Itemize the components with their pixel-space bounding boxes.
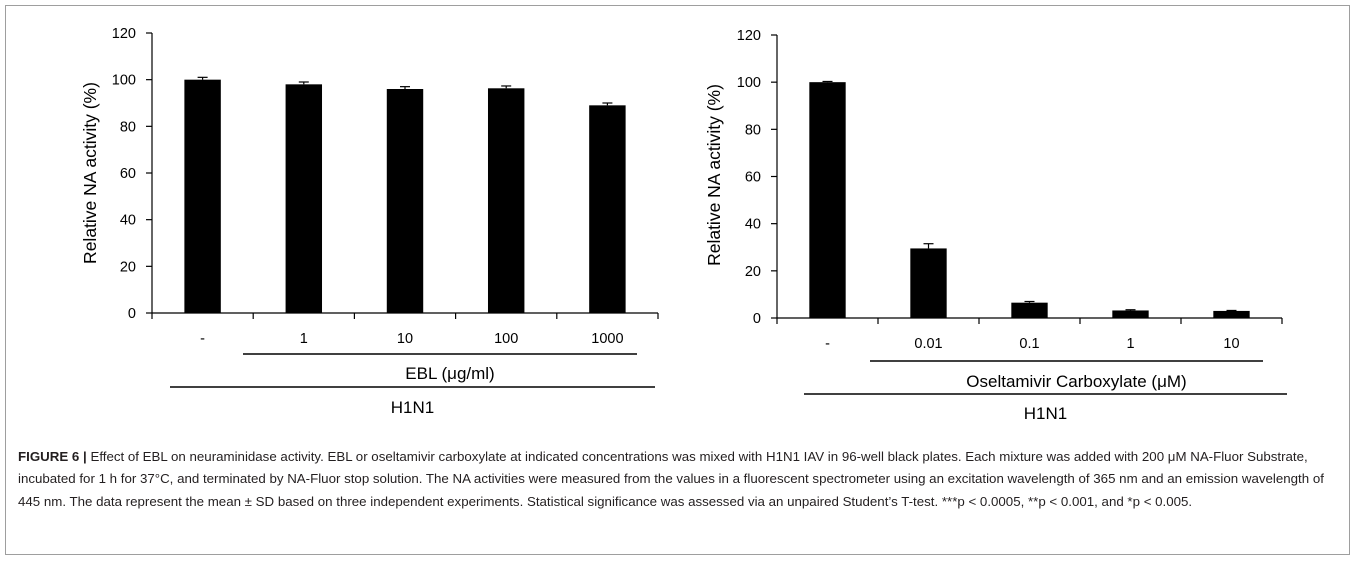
y-tick-label: 0 bbox=[128, 306, 136, 322]
y-tick-label: 80 bbox=[120, 119, 136, 135]
y-tick-label: 60 bbox=[745, 170, 761, 186]
x-tick-label: 1 bbox=[300, 331, 308, 347]
y-tick-label: 20 bbox=[745, 264, 761, 280]
bar bbox=[1011, 302, 1048, 318]
bar bbox=[285, 84, 323, 313]
chart-oseltamivir: 0 20 40 60 80 100 120 Relative NA activity (%) -… bbox=[704, 28, 1287, 423]
y-tick-label: 120 bbox=[737, 28, 761, 44]
x-tick-label: 1 bbox=[1126, 336, 1134, 352]
y-tick-label: 60 bbox=[120, 166, 136, 182]
y-axis-title: Relative NA activity (%) bbox=[80, 82, 100, 264]
y-tick-label: 120 bbox=[112, 26, 136, 42]
y-tick-label: 40 bbox=[745, 217, 761, 233]
y-tick-label: 100 bbox=[737, 75, 761, 91]
bar bbox=[1112, 310, 1149, 318]
y-tick-label: 80 bbox=[745, 122, 761, 138]
figure-frame bbox=[5, 5, 1350, 555]
group-label: Oseltamivir Carboxylate (μM) bbox=[966, 372, 1186, 391]
x-tick-label: - bbox=[200, 331, 205, 347]
bar bbox=[589, 105, 626, 313]
figure-caption: FIGURE 6 | Effect of EBL on neuraminidas… bbox=[18, 446, 1340, 513]
outer-label: H1N1 bbox=[391, 398, 434, 417]
x-tick-label: 0.1 bbox=[1019, 336, 1039, 352]
chart-ebl: 0 20 40 60 80 100 120 Relative NA activity (%) -… bbox=[80, 26, 659, 417]
group-label: EBL (μg/ml) bbox=[405, 364, 494, 383]
x-tick-label: 0.01 bbox=[914, 336, 942, 352]
y-axis-title: Relative NA activity (%) bbox=[704, 84, 724, 266]
x-tick-label: 10 bbox=[397, 331, 413, 347]
outer-label: H1N1 bbox=[1024, 404, 1067, 423]
bar bbox=[910, 248, 947, 318]
caption-text: Effect of EBL on neuraminidase activity.… bbox=[18, 449, 1324, 509]
x-tick-label: 10 bbox=[1223, 336, 1239, 352]
bar bbox=[386, 89, 424, 313]
y-tick-label: 100 bbox=[112, 73, 136, 89]
bar bbox=[184, 79, 221, 314]
y-tick-label: 0 bbox=[753, 311, 761, 327]
x-tick-label: - bbox=[825, 336, 830, 352]
caption-label: FIGURE 6 | bbox=[18, 449, 87, 464]
bar bbox=[1213, 310, 1250, 318]
x-tick-label: 1000 bbox=[591, 331, 623, 347]
y-tick-label: 40 bbox=[120, 213, 136, 229]
bar bbox=[487, 88, 525, 313]
x-tick-label: 100 bbox=[494, 331, 518, 347]
bar bbox=[809, 82, 846, 319]
y-tick-label: 20 bbox=[120, 259, 136, 275]
